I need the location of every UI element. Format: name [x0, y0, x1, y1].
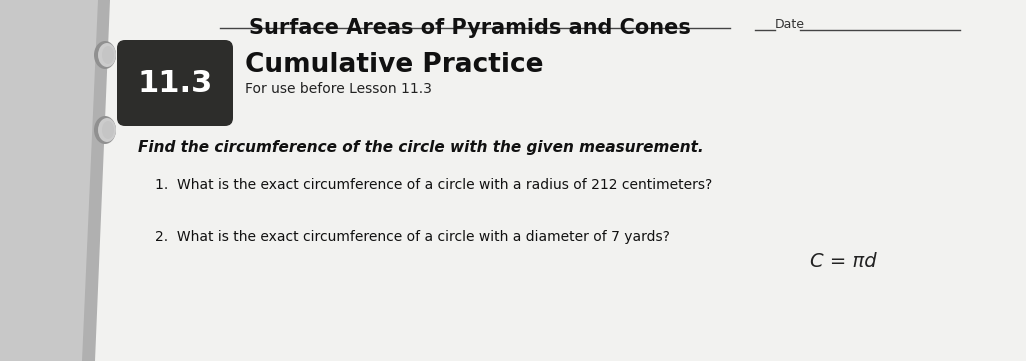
Text: Cumulative Practice: Cumulative Practice	[245, 52, 544, 78]
Ellipse shape	[102, 46, 114, 64]
Text: Date: Date	[775, 17, 805, 30]
Ellipse shape	[94, 116, 116, 144]
Polygon shape	[85, 0, 1026, 361]
Ellipse shape	[98, 118, 116, 142]
Ellipse shape	[98, 43, 116, 67]
Ellipse shape	[102, 121, 114, 139]
Text: Surface Areas of Pyramids and Cones: Surface Areas of Pyramids and Cones	[249, 18, 690, 38]
Text: 2.  What is the exact circumference of a circle with a diameter of 7 yards?: 2. What is the exact circumference of a …	[155, 230, 670, 244]
Text: C = πd: C = πd	[810, 252, 876, 271]
Text: For use before Lesson 11.3: For use before Lesson 11.3	[245, 82, 432, 96]
Text: 1.  What is the exact circumference of a circle with a radius of 212 centimeters: 1. What is the exact circumference of a …	[155, 178, 712, 192]
Polygon shape	[0, 0, 130, 361]
Text: Find the circumference of the circle with the given measurement.: Find the circumference of the circle wit…	[139, 140, 704, 155]
Ellipse shape	[94, 41, 116, 69]
FancyBboxPatch shape	[117, 40, 233, 126]
Polygon shape	[82, 0, 110, 361]
Text: 11.3: 11.3	[137, 69, 212, 97]
